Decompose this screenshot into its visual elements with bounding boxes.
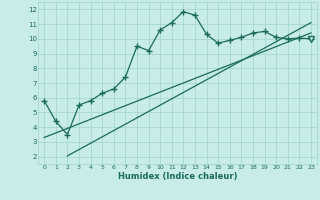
X-axis label: Humidex (Indice chaleur): Humidex (Indice chaleur) [118,172,237,181]
